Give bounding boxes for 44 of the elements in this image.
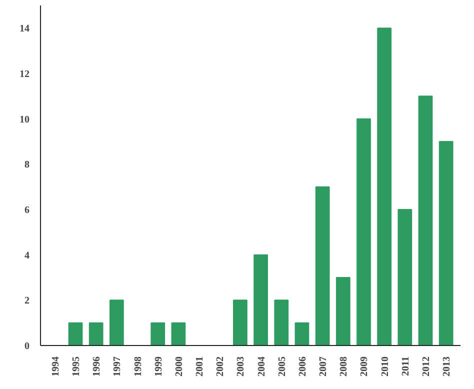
bar [398,209,412,346]
y-tick-label: 14 [20,24,30,35]
x-tick-label: 2012 [421,356,432,376]
x-tick-label: 1996 [92,356,103,376]
bar [315,186,330,346]
y-tick-label: 8 [24,160,30,171]
x-tick-label: 2000 [174,356,185,376]
x-tick-label: 1995 [71,356,82,376]
x-tick-label: 1997 [112,356,124,376]
bar [438,141,454,346]
x-tick-label: 2006 [297,356,308,376]
y-tick-label: 4 [24,250,30,262]
x-tick-label: 2002 [215,356,226,376]
x-tick-label: 2004 [256,356,268,376]
x-tick-label: 2010 [380,356,391,376]
x-tick-label: 2007 [318,356,330,376]
x-tick-label: 2013 [442,356,453,376]
x-tick-label: 2008 [338,356,350,376]
bar [336,277,350,346]
bar [274,300,289,346]
bar [109,300,124,346]
x-tick-label: 1998 [132,356,144,376]
bar [150,322,166,346]
x-tick-label: 1999 [153,356,164,376]
x-tick-label: 2011 [400,356,412,376]
bar [377,28,392,346]
x-tick-label: 2009 [359,356,370,376]
x-tick-label: 2003 [236,356,247,376]
bar [254,254,268,346]
y-tick-label: 0 [24,341,30,352]
x-tick-label: 2005 [276,356,288,376]
bar [356,118,371,346]
bar [171,322,186,346]
bar [68,322,83,346]
x-tick-label: 2001 [194,356,206,376]
bar [418,96,433,346]
bar [233,300,248,346]
bar [294,322,310,346]
y-tick-label: 2 [24,296,30,307]
bar [88,322,104,346]
y-tick-label: 12 [20,69,30,80]
y-tick-label: 6 [24,205,30,216]
x-tick-label: 1994 [50,356,62,376]
y-tick-label: 10 [20,114,30,126]
